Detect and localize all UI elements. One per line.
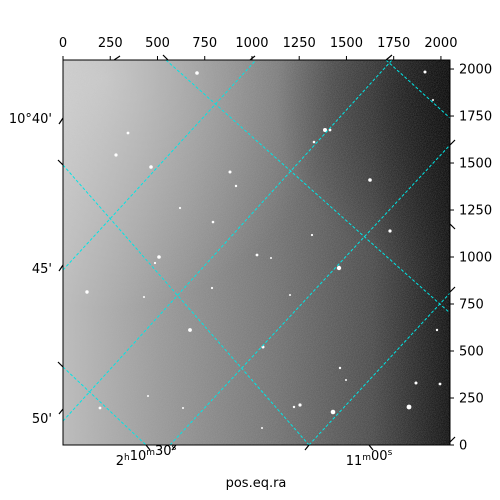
star xyxy=(228,170,232,174)
ra-tick-label: 2h10m30s xyxy=(116,443,177,469)
x-pixel-tick-label: 1500 xyxy=(330,36,363,51)
wcs-tick xyxy=(57,361,64,368)
x-pixel-tick-label: 1000 xyxy=(235,36,268,51)
x-pixel-tick-label: 1250 xyxy=(283,36,316,51)
wcs-tick xyxy=(449,223,456,230)
wcs-tick xyxy=(449,286,456,293)
star xyxy=(182,407,184,409)
x-pixel-tick-label: 500 xyxy=(145,36,170,51)
star xyxy=(423,70,427,74)
ra-tick-label: 11m00s xyxy=(346,448,393,469)
y-pixel-tick-label: 0 xyxy=(459,439,467,454)
star xyxy=(292,405,296,409)
star xyxy=(435,328,439,332)
star xyxy=(157,255,161,259)
wcs-tick xyxy=(449,139,456,146)
star xyxy=(85,290,89,294)
star xyxy=(255,253,259,257)
coordinate-grid-line xyxy=(308,292,450,445)
star xyxy=(188,328,192,332)
wcs-tick xyxy=(171,444,177,451)
wcs-tick xyxy=(58,264,64,272)
coordinate-grid-line xyxy=(385,60,450,119)
star xyxy=(210,286,214,290)
star xyxy=(98,406,102,410)
dec-tick-label: 10°40' xyxy=(9,112,52,127)
x-axis-title: pos.eq.ra xyxy=(226,476,287,491)
star xyxy=(336,265,342,271)
star xyxy=(323,128,327,132)
star xyxy=(345,379,347,381)
wcs-tick xyxy=(304,444,310,451)
star xyxy=(368,178,372,182)
coordinate-grid-line xyxy=(165,60,450,314)
dec-tick-label: 50' xyxy=(32,412,52,427)
coordinate-grid xyxy=(63,60,450,445)
star xyxy=(330,409,336,415)
star xyxy=(298,403,302,407)
wcs-tick xyxy=(162,54,169,61)
star xyxy=(438,382,442,386)
y-pixel-tick-label: 1500 xyxy=(459,157,492,172)
coordinate-grid-line xyxy=(63,366,147,445)
star xyxy=(211,220,215,224)
star xyxy=(149,165,153,169)
x-pixel-tick-label: 1750 xyxy=(377,36,410,51)
star xyxy=(153,261,157,265)
wcs-tick xyxy=(58,408,64,415)
coordinate-grid-line xyxy=(169,144,450,445)
sky-image xyxy=(63,60,450,445)
wcs-tick xyxy=(113,55,121,61)
star xyxy=(432,99,434,101)
star xyxy=(406,404,412,410)
star xyxy=(414,381,418,385)
plot-frame xyxy=(62,59,451,446)
star xyxy=(270,257,272,259)
y-pixel-tick-label: 250 xyxy=(459,392,484,407)
wcs-tick xyxy=(249,55,256,61)
star xyxy=(126,131,130,135)
axis-ticks: 0 250 500 750 1000 1250 1500 1750 2000 0 250 500 750… xyxy=(9,36,492,469)
star xyxy=(328,128,332,132)
star xyxy=(178,206,182,210)
y-pixel-tick-label: 1750 xyxy=(459,110,492,125)
y-pixel-tick-label: 500 xyxy=(459,345,484,360)
wcs-tick xyxy=(449,436,456,443)
dec-tick-label: 45' xyxy=(32,262,52,277)
wcs-tick xyxy=(145,444,151,451)
star xyxy=(338,366,342,370)
star xyxy=(261,427,263,429)
star xyxy=(312,140,316,144)
star xyxy=(114,153,118,157)
x-pixel-tick-label: 2000 xyxy=(424,36,457,51)
coordinate-grid-line xyxy=(63,60,257,271)
star xyxy=(310,233,314,237)
y-pixel-tick-label: 750 xyxy=(459,298,484,313)
wcs-tick xyxy=(58,117,64,125)
star xyxy=(234,184,238,188)
coordinate-grid-line xyxy=(63,164,310,445)
star xyxy=(289,294,291,296)
star-field xyxy=(85,70,442,429)
wcs-tick xyxy=(385,54,393,61)
y-pixel-tick-label: 1000 xyxy=(459,251,492,266)
x-pixel-tick-label: 250 xyxy=(98,36,123,51)
y-pixel-tick-label: 1250 xyxy=(459,204,492,219)
wcs-tick xyxy=(368,444,374,451)
star xyxy=(143,296,145,298)
star xyxy=(195,71,199,75)
wcs-tick xyxy=(57,159,64,166)
star xyxy=(388,229,392,233)
coordinate-grid-line xyxy=(63,60,393,422)
y-pixel-tick-label: 2000 xyxy=(459,63,492,78)
x-pixel-tick-label: 750 xyxy=(192,36,217,51)
star xyxy=(147,395,149,397)
x-pixel-tick-label: 0 xyxy=(59,36,67,51)
